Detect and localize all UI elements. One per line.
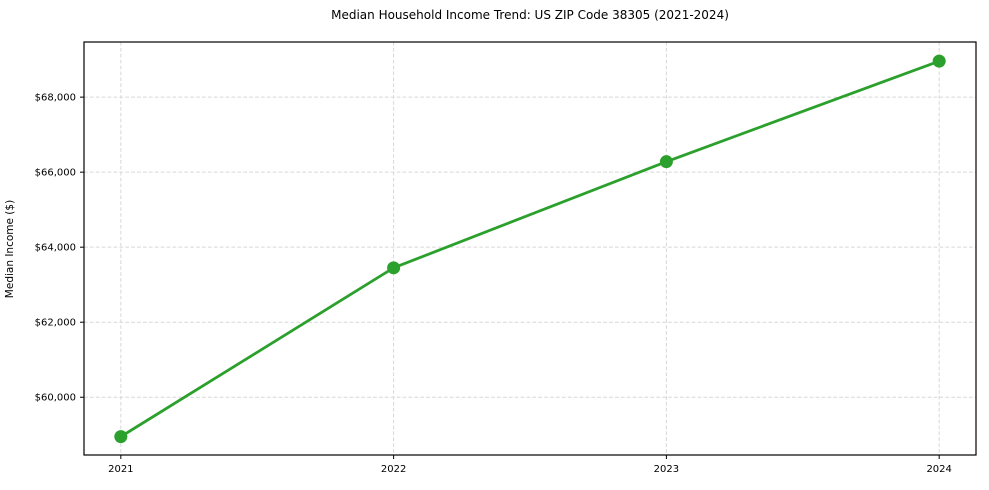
data-point-marker bbox=[659, 155, 673, 169]
y-tick-label: $64,000 bbox=[35, 243, 76, 254]
x-tick-label: 2024 bbox=[926, 464, 951, 475]
data-point-marker bbox=[932, 54, 946, 68]
chart-title: Median Household Income Trend: US ZIP Co… bbox=[331, 8, 729, 22]
plot-border bbox=[83, 41, 977, 456]
income-trend-line bbox=[119, 59, 941, 439]
data-point-marker bbox=[114, 430, 128, 444]
y-tick-label: $62,000 bbox=[35, 318, 76, 329]
x-tick-label: 2022 bbox=[381, 464, 406, 475]
y-tick-label: $60,000 bbox=[35, 393, 76, 404]
data-point-marker bbox=[387, 261, 401, 275]
y-tick-label: $68,000 bbox=[35, 93, 76, 104]
x-tick-label: 2021 bbox=[108, 464, 133, 475]
x-tick-label: 2023 bbox=[654, 464, 679, 475]
y-tick-label: $66,000 bbox=[35, 168, 76, 179]
